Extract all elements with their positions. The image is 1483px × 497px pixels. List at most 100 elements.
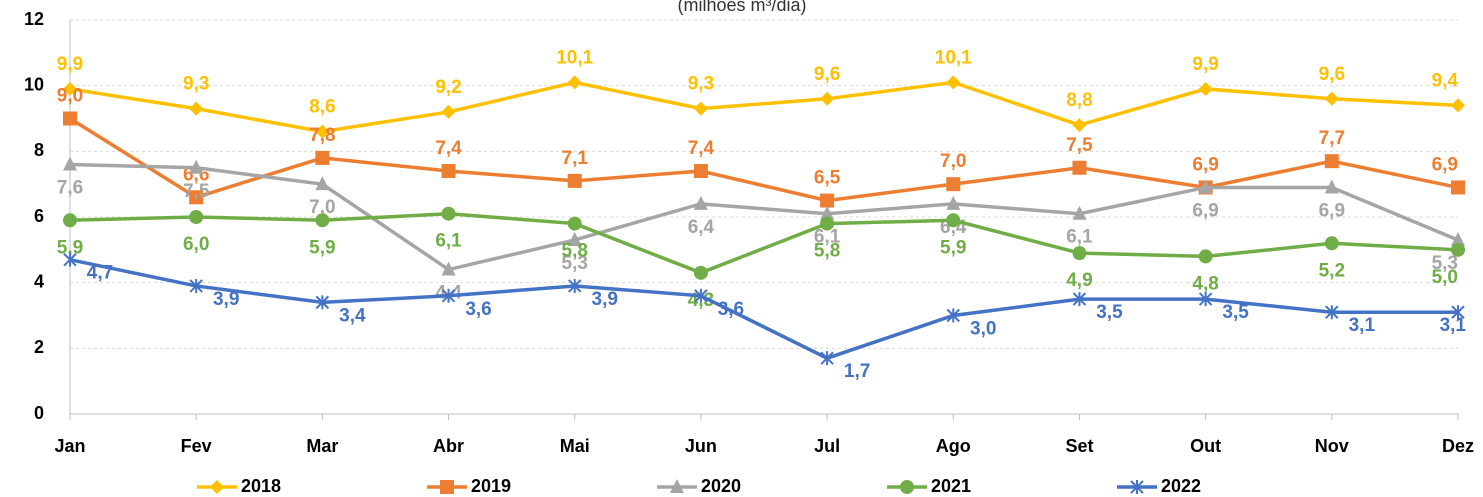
marker: [1072, 205, 1087, 220]
value-label: 3,0: [970, 319, 996, 340]
legend-label: 2019: [471, 476, 511, 496]
value-label: 9,3: [688, 74, 714, 95]
value-label: 7,5: [183, 181, 210, 202]
value-label: 7,6: [57, 177, 83, 198]
x-tick-label: Ago: [936, 436, 971, 456]
marker: [441, 261, 456, 276]
value-label: 5,3: [1432, 253, 1458, 274]
marker: [946, 213, 961, 228]
series-line: [69, 257, 1458, 361]
marker: [568, 278, 582, 293]
value-label: 7,0: [309, 197, 335, 218]
value-label: 9,2: [435, 77, 461, 98]
value-label: 9,6: [814, 64, 840, 85]
y-tick-label: 0: [34, 403, 44, 423]
legend-item: 2021: [887, 476, 971, 496]
marker: [567, 75, 582, 90]
marker: [1130, 480, 1144, 494]
marker: [1451, 98, 1465, 113]
legend-item: 2022: [1117, 476, 1201, 496]
series-line: [69, 211, 1459, 275]
value-label: 8,8: [1066, 90, 1092, 111]
marker: [315, 150, 330, 165]
value-label: 3,5: [1096, 302, 1123, 323]
value-label: 3,9: [213, 289, 239, 310]
marker: [1198, 81, 1213, 96]
value-label: 6,1: [1066, 227, 1093, 248]
value-label: 7,0: [940, 151, 966, 172]
marker: [693, 195, 708, 210]
marker: [693, 164, 708, 179]
marker: [820, 91, 835, 106]
marker: [1451, 180, 1465, 195]
marker: [441, 164, 456, 179]
value-label: 7,4: [688, 138, 715, 159]
value-label: 5,8: [562, 241, 588, 262]
x-tick-label: Out: [1190, 436, 1221, 456]
series-line: [69, 162, 1459, 272]
marker: [567, 231, 582, 246]
marker: [315, 176, 330, 191]
value-label: 9,9: [57, 54, 83, 75]
marker: [1325, 305, 1339, 320]
marker: [1072, 118, 1087, 133]
value-label: 4,8: [1192, 273, 1218, 294]
x-tick-label: Jul: [814, 436, 840, 456]
x-tick-label: Fev: [181, 436, 212, 456]
marker: [189, 278, 203, 293]
marker: [189, 210, 204, 224]
value-label: 3,6: [465, 299, 491, 320]
value-label: 7,5: [1066, 135, 1093, 156]
marker: [63, 213, 77, 228]
value-label: 5,2: [1319, 260, 1345, 281]
x-tick-label: Abr: [433, 436, 464, 456]
y-tick-label: 8: [34, 140, 44, 160]
value-label: 9,4: [1432, 70, 1459, 91]
marker: [441, 288, 456, 303]
value-label: 3,4: [339, 305, 366, 326]
marker: [63, 252, 77, 267]
marker: [315, 213, 330, 228]
value-label: 3,1: [1349, 315, 1376, 336]
value-label: 3,1: [1440, 315, 1467, 336]
value-label: 6,4: [688, 217, 715, 238]
value-label: 10,1: [935, 47, 972, 68]
marker: [1198, 179, 1213, 194]
y-tick-label: 6: [34, 206, 44, 226]
marker: [693, 265, 708, 280]
series-line: [69, 80, 1459, 134]
value-label: 3,9: [592, 289, 618, 310]
marker: [900, 480, 914, 494]
marker: [820, 193, 835, 208]
value-label: 6,1: [435, 231, 462, 252]
legend-item: 2019: [427, 476, 511, 496]
marker: [1198, 249, 1213, 264]
value-label: 6,9: [1192, 154, 1218, 175]
y-tick-label: 4: [34, 271, 44, 291]
value-label: 5,9: [309, 237, 335, 258]
marker: [189, 159, 204, 174]
marker: [1072, 160, 1087, 175]
marker: [567, 216, 582, 231]
x-tick-label: Mai: [560, 436, 590, 456]
marker: [189, 101, 204, 116]
marker: [946, 177, 961, 192]
value-label: 6,9: [1319, 200, 1345, 221]
value-label: 5,3: [562, 253, 588, 274]
value-label: 4,9: [1066, 270, 1092, 291]
y-tick-label: 10: [24, 74, 44, 94]
legend-label: 2018: [241, 476, 281, 496]
x-tick-label: Dez: [1442, 436, 1474, 456]
value-label: 5,9: [57, 237, 83, 258]
value-label: 9,0: [57, 86, 83, 107]
marker: [567, 173, 582, 188]
x-tick-label: Nov: [1315, 436, 1349, 456]
value-label: 9,6: [1319, 64, 1345, 85]
marker: [1451, 242, 1465, 257]
value-label: 7,4: [435, 138, 462, 159]
marker: [820, 351, 834, 366]
value-label: 6,9: [1192, 200, 1218, 221]
value-label: 1,7: [844, 361, 870, 382]
marker: [440, 480, 454, 494]
